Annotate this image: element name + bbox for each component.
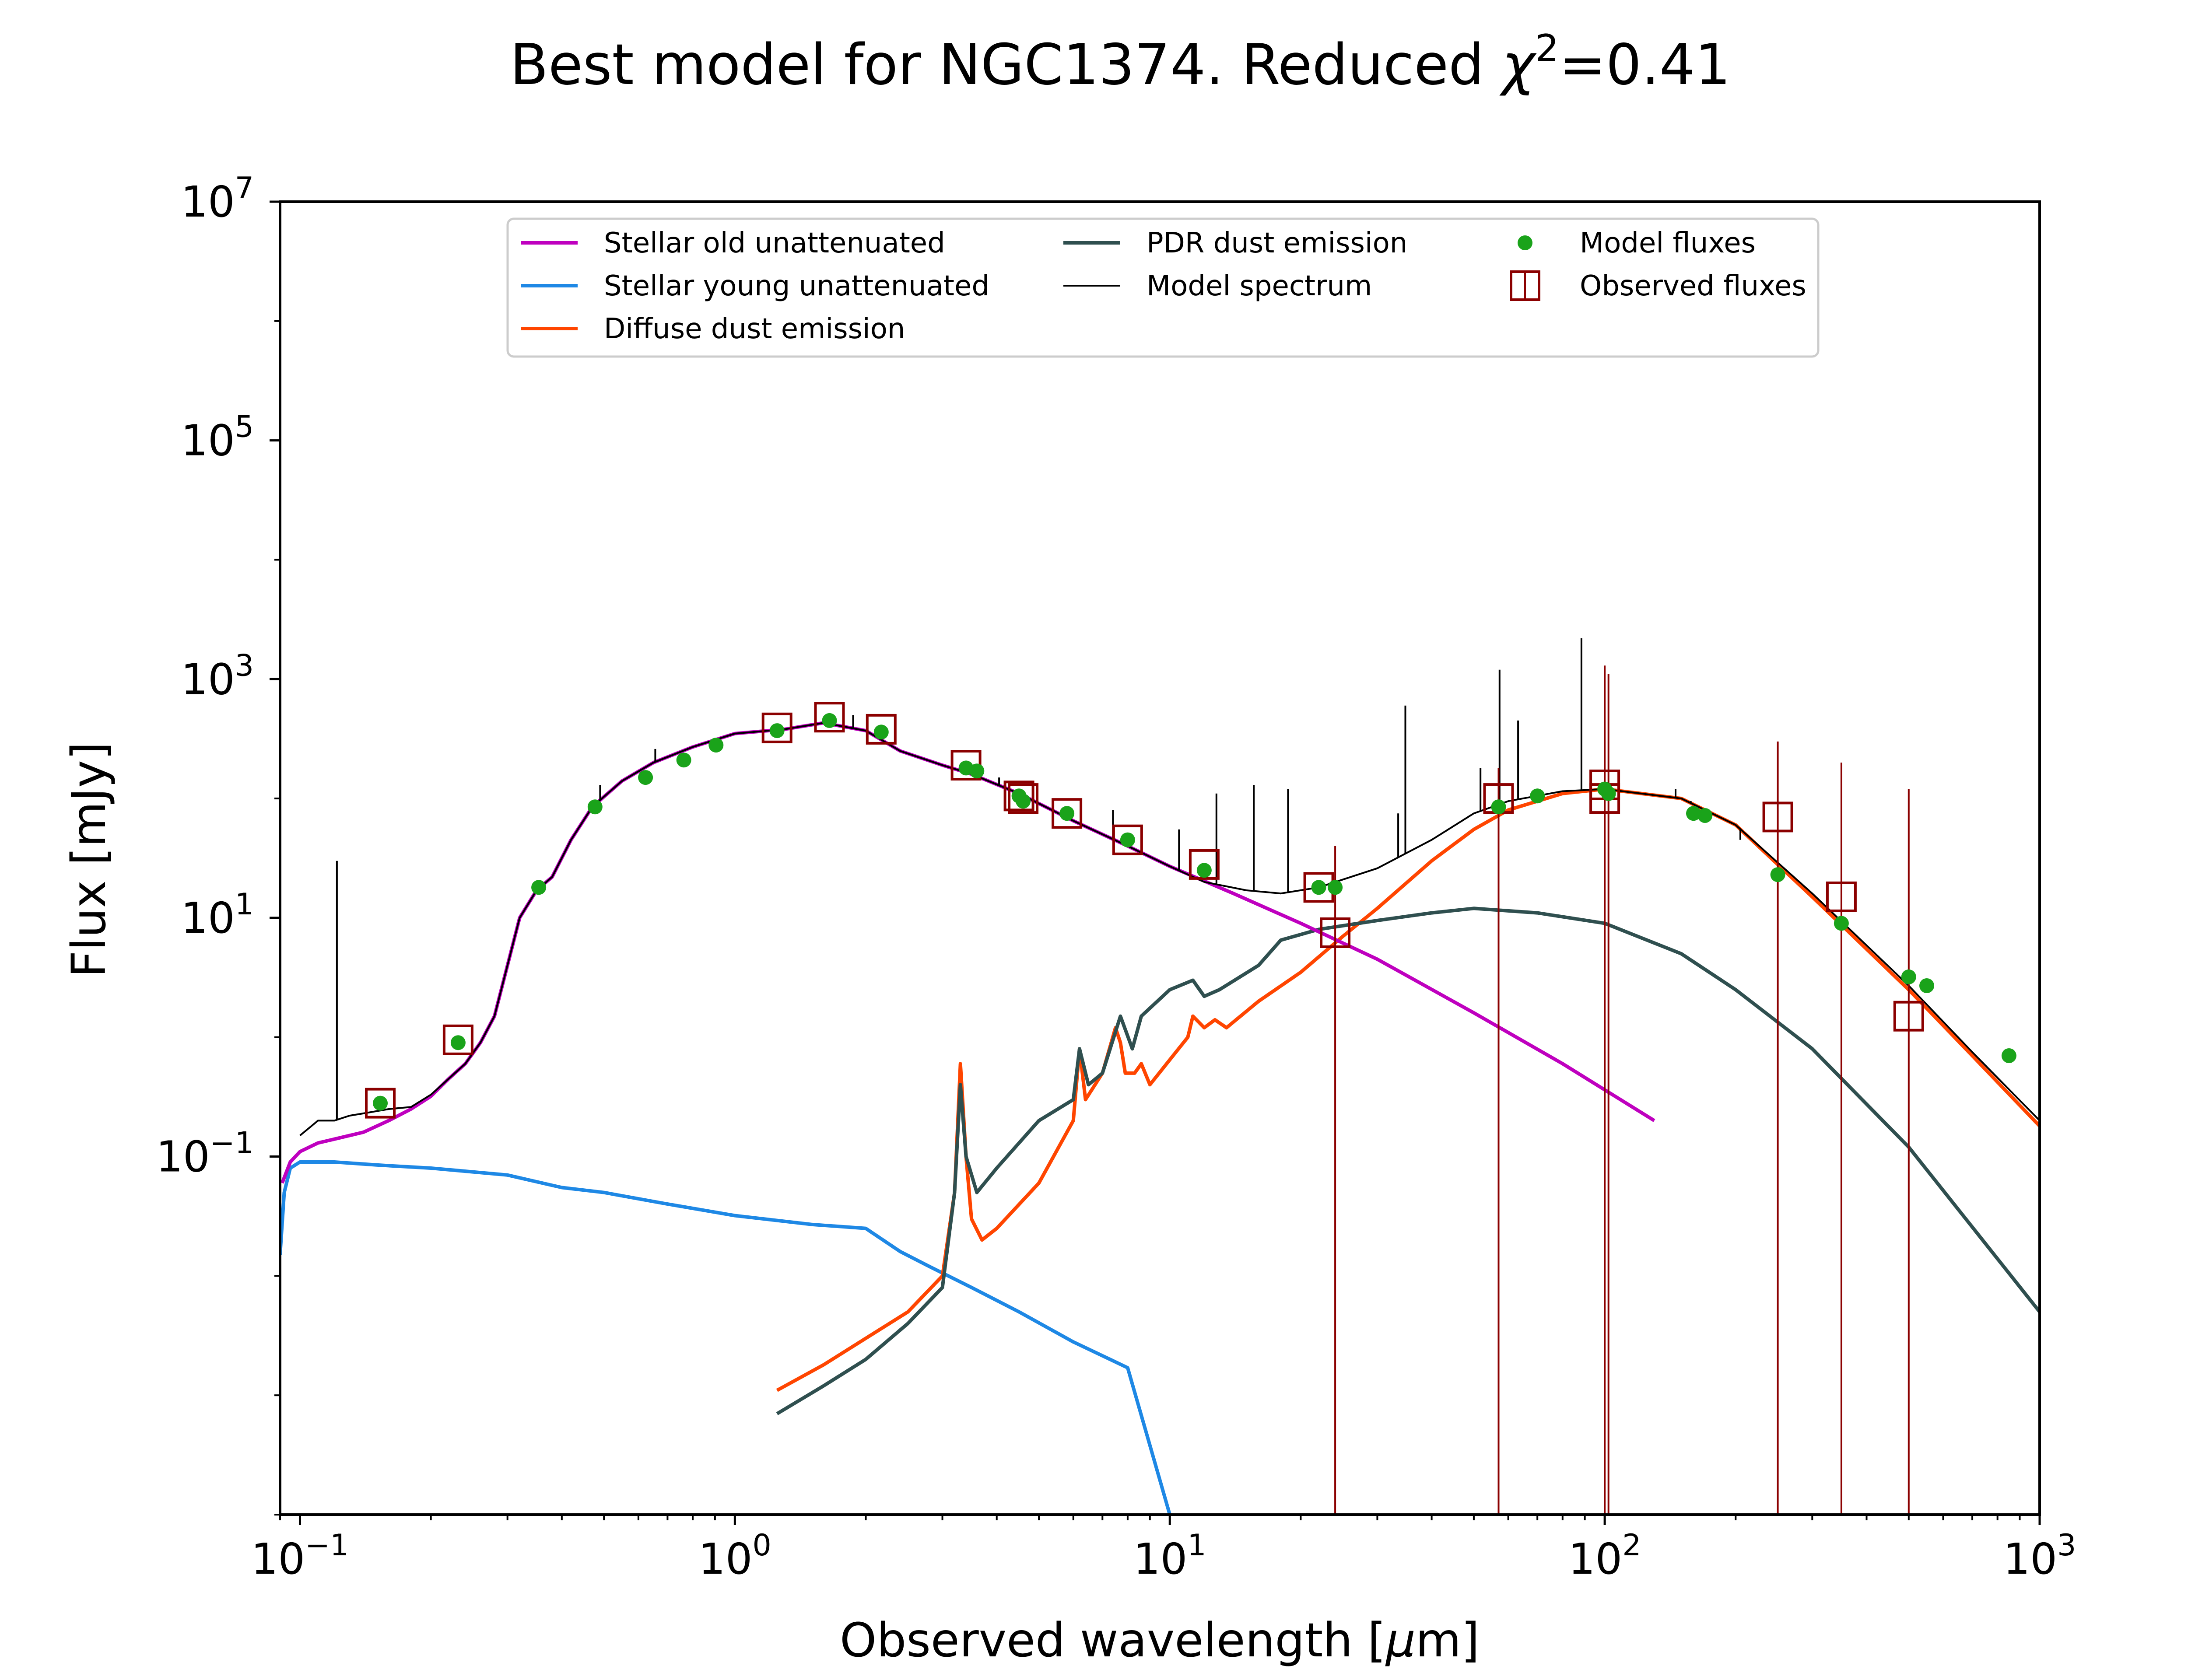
observed-flux-marker xyxy=(1893,1001,1924,1032)
legend-label: PDR dust emission xyxy=(1147,227,1407,259)
model-flux-point xyxy=(1834,916,1849,931)
y-axis-label: Flux [mJy] xyxy=(62,742,116,977)
model-flux-point xyxy=(822,713,837,728)
observed-flux-marker xyxy=(1826,881,1857,912)
legend-items: Stellar old unattenuated Stellar young un… xyxy=(521,227,1806,345)
observed-flux-marker xyxy=(1052,798,1083,829)
observed-flux-marker xyxy=(1003,780,1034,812)
x-tick-label: 100 xyxy=(698,1528,771,1584)
y-tick-label: 101 xyxy=(181,887,254,943)
legend-entry-diffuse-dust-emission: Diffuse dust emission xyxy=(521,313,905,345)
model-flux-point xyxy=(873,724,889,740)
model-flux-point xyxy=(1059,806,1075,821)
observed-flux-marker xyxy=(1112,824,1143,855)
model-flux-point xyxy=(531,880,547,895)
model-flux-point xyxy=(1016,794,1031,809)
observed-flux-marker xyxy=(866,714,897,745)
observed-flux-marker xyxy=(1008,783,1039,814)
model-flux-point xyxy=(676,752,691,768)
observed-flux-marker xyxy=(814,702,845,733)
legend-entry-observed-fluxes: Observed fluxes xyxy=(1510,270,1806,302)
observed-flux-marker xyxy=(1320,917,1351,948)
legend-entry-model-fluxes: Model fluxes xyxy=(1518,227,1756,259)
legend-entry-pdr-dust-emission: PDR dust emission xyxy=(1063,227,1407,259)
x-tick-label: 103 xyxy=(2003,1528,2076,1584)
observed-flux-marker xyxy=(442,1024,473,1055)
model-flux-point xyxy=(1120,832,1135,847)
legend-label: Diffuse dust emission xyxy=(604,313,905,345)
model-flux-point xyxy=(2001,1048,2016,1063)
model-flux-point xyxy=(1901,969,1916,984)
model-flux-point xyxy=(587,799,603,815)
plot-frame xyxy=(279,200,2041,1516)
x-axis-label: Observed wavelength [μm] xyxy=(840,1614,1480,1668)
x-tick-label: 101 xyxy=(1133,1528,1206,1584)
model-flux-point xyxy=(1196,863,1212,878)
observed-flux-marker xyxy=(1762,802,1793,833)
model-flux-point xyxy=(373,1096,388,1111)
x-tick-label: 102 xyxy=(1568,1528,1641,1584)
y-tick-label: 10−1 xyxy=(156,1126,254,1182)
model-flux-point xyxy=(1919,978,1934,993)
y-tick-label: 107 xyxy=(181,171,254,227)
legend: Stellar old unattenuated Stellar young un… xyxy=(506,217,1820,358)
observed-flux-marker xyxy=(1189,849,1220,880)
legend-entry-stellar-old-unattenuated: Stellar old unattenuated xyxy=(521,227,945,259)
model-flux-point xyxy=(1686,806,1701,821)
model-flux-point xyxy=(1770,867,1785,882)
series-line-stellar-young-unattenuated xyxy=(280,1160,1172,1515)
points-layer xyxy=(365,665,2016,1515)
legend-box xyxy=(506,217,1820,358)
model-flux-point xyxy=(1311,880,1326,895)
chart-title: Best model for NGC1374. Reduced χ2=0.41 xyxy=(510,27,1731,98)
legend-swatch xyxy=(1518,235,1532,250)
x-tick-label: 10−1 xyxy=(251,1528,349,1584)
y-tick-label: 105 xyxy=(181,410,254,466)
legend-label: Model fluxes xyxy=(1580,227,1756,259)
model-flux-point xyxy=(1601,786,1616,801)
model-flux-point xyxy=(708,738,724,753)
legend-label: Stellar old unattenuated xyxy=(604,227,945,259)
series-line-pdr-dust-emission xyxy=(776,906,2040,1415)
legend-label: Observed fluxes xyxy=(1580,270,1806,302)
model-flux-point xyxy=(1328,880,1343,895)
legend-entry-stellar-young-unattenuated: Stellar young unattenuated xyxy=(521,270,989,302)
model-flux-point xyxy=(638,770,653,785)
legend-label: Model spectrum xyxy=(1147,270,1372,302)
model-flux-point xyxy=(969,763,985,779)
legend-entry-model-spectrum: Model spectrum xyxy=(1063,270,1372,302)
ticks-layer: 10−1 100 101 102 103 10−1 101 103 105 107 xyxy=(156,171,2076,1584)
legend-label: Stellar young unattenuated xyxy=(604,270,989,302)
model-flux-point xyxy=(769,723,785,738)
model-flux-point xyxy=(450,1035,466,1050)
observed-flux-marker xyxy=(365,1088,396,1119)
model-flux-point xyxy=(1530,788,1545,804)
observed-flux-marker xyxy=(761,712,792,743)
model-flux-point xyxy=(1697,808,1713,823)
model-flux-point xyxy=(1491,799,1506,815)
series-layer xyxy=(280,638,2040,1515)
y-tick-label: 103 xyxy=(181,648,254,704)
